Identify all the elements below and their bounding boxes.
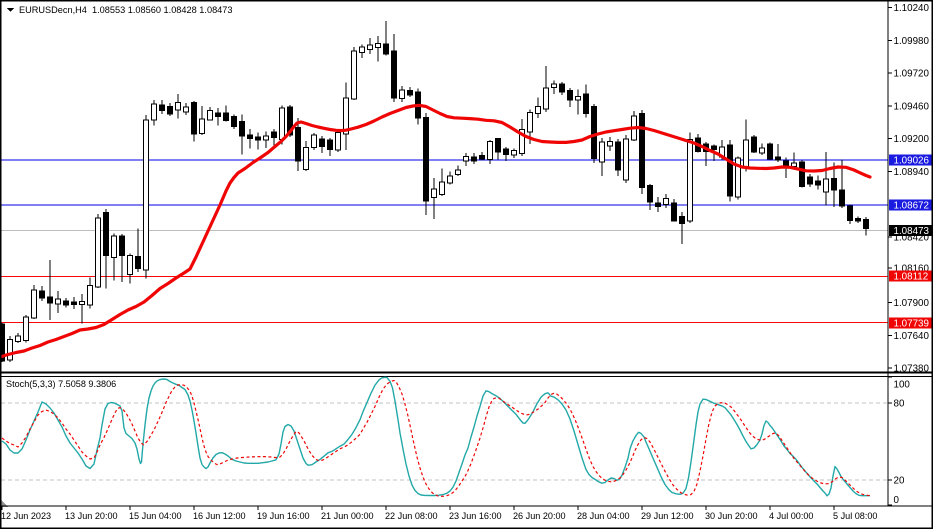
svg-text:1.08672: 1.08672 <box>894 201 929 212</box>
svg-text:80: 80 <box>894 398 905 409</box>
svg-text:23 Jun 16:00: 23 Jun 16:00 <box>449 511 502 521</box>
svg-text:Stoch(5,3,3) 7.5058 9.3806: Stoch(5,3,3) 7.5058 9.3806 <box>6 379 116 389</box>
svg-text:5 Jul 08:00: 5 Jul 08:00 <box>833 511 878 521</box>
svg-text:1.08940: 1.08940 <box>894 167 930 178</box>
svg-text:1.07900: 1.07900 <box>894 298 930 309</box>
svg-text:19 Jun 16:00: 19 Jun 16:00 <box>257 511 310 521</box>
svg-text:12 Jun 2023: 12 Jun 2023 <box>1 511 51 521</box>
svg-text:1.09026: 1.09026 <box>894 156 930 167</box>
svg-text:21 Jun 00:00: 21 Jun 00:00 <box>321 511 374 521</box>
svg-text:15 Jun 04:00: 15 Jun 04:00 <box>129 511 182 521</box>
svg-text:1.09200: 1.09200 <box>894 134 930 145</box>
svg-text:29 Jun 12:00: 29 Jun 12:00 <box>641 511 694 521</box>
svg-text:1.09980: 1.09980 <box>894 36 930 47</box>
svg-text:1.07380: 1.07380 <box>894 364 930 375</box>
svg-text:1.09460: 1.09460 <box>894 101 930 112</box>
svg-text:0: 0 <box>894 495 900 506</box>
svg-text:100: 100 <box>894 380 911 391</box>
svg-text:1.08112: 1.08112 <box>894 272 929 283</box>
svg-text:EURUSDecn,H4 1.08553 1.08560: EURUSDecn,H4 1.08553 1.08560 1.08428 1.0… <box>19 5 233 15</box>
svg-text:16 Jun 12:00: 16 Jun 12:00 <box>193 511 246 521</box>
svg-text:28 Jun 04:00: 28 Jun 04:00 <box>577 511 630 521</box>
svg-text:1.10240: 1.10240 <box>894 3 930 14</box>
svg-text:22 Jun 08:00: 22 Jun 08:00 <box>385 511 438 521</box>
svg-text:1.09720: 1.09720 <box>894 69 930 80</box>
svg-text:1.07640: 1.07640 <box>894 331 930 342</box>
svg-text:1.07739: 1.07739 <box>894 318 929 329</box>
svg-text:1.08420: 1.08420 <box>894 233 930 244</box>
svg-text:4 Jul 00:00: 4 Jul 00:00 <box>769 511 814 521</box>
svg-text:1.08160: 1.08160 <box>894 263 930 274</box>
svg-text:20: 20 <box>894 475 905 486</box>
svg-text:1.08473: 1.08473 <box>894 226 930 237</box>
svg-text:30 Jun 20:00: 30 Jun 20:00 <box>705 511 758 521</box>
svg-text:13 Jun 20:00: 13 Jun 20:00 <box>65 511 118 521</box>
svg-text:26 Jun 20:00: 26 Jun 20:00 <box>513 511 566 521</box>
